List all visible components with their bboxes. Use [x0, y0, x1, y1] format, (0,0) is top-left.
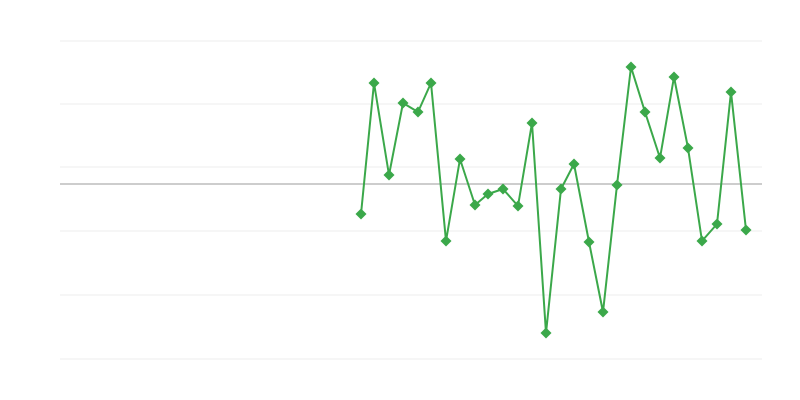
series-line [360, 66, 747, 334]
data-point-marker[interactable] [482, 188, 494, 200]
data-point-marker[interactable] [469, 199, 481, 211]
data-point-marker[interactable] [526, 117, 538, 129]
data-point-marker[interactable] [512, 200, 524, 212]
data-point-marker[interactable] [355, 208, 367, 220]
data-point-marker[interactable] [383, 169, 395, 181]
data-point-marker[interactable] [397, 97, 409, 109]
data-point-marker[interactable] [654, 152, 666, 164]
data-point-marker[interactable] [425, 77, 437, 89]
data-point-marker[interactable] [740, 224, 752, 236]
data-point-marker[interactable] [368, 77, 380, 89]
data-point-marker[interactable] [639, 106, 651, 118]
data-point-marker[interactable] [540, 327, 552, 339]
data-point-marker[interactable] [696, 235, 708, 247]
data-point-marker[interactable] [454, 153, 466, 165]
data-point-marker[interactable] [568, 158, 580, 170]
data-point-marker[interactable] [682, 142, 694, 154]
data-point-marker[interactable] [725, 86, 737, 98]
data-point-marker[interactable] [440, 235, 452, 247]
data-point-marker[interactable] [555, 183, 567, 195]
data-point-marker[interactable] [668, 71, 680, 83]
data-point-marker[interactable] [625, 61, 637, 73]
data-point-marker[interactable] [597, 306, 609, 318]
data-point-marker[interactable] [611, 179, 623, 191]
data-point-marker[interactable] [583, 236, 595, 248]
data-point-marker[interactable] [497, 183, 509, 195]
data-point-marker[interactable] [412, 106, 424, 118]
data-point-marker[interactable] [711, 218, 723, 230]
